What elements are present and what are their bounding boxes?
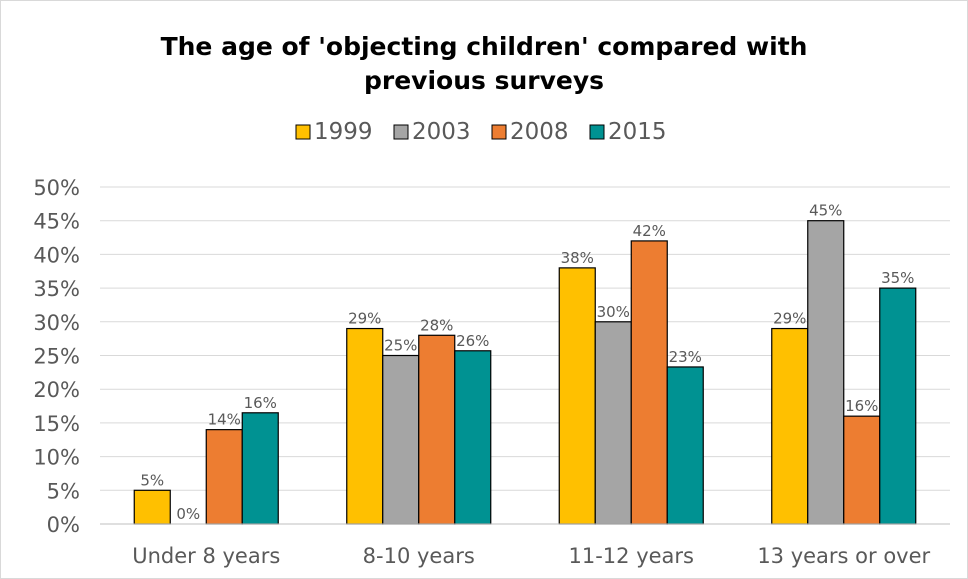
- bar-2008: [630, 240, 668, 525]
- bar-2008: [418, 334, 456, 525]
- bar-2003: [807, 220, 845, 525]
- y-tick-label: 15%: [33, 412, 80, 436]
- bar-2003: [594, 321, 632, 525]
- x-tick-label: 13 years or over: [757, 544, 930, 568]
- y-tick-label: 50%: [33, 176, 80, 200]
- bar-2008: [205, 429, 243, 525]
- y-tick-label: 20%: [33, 378, 80, 402]
- legend-swatch-1999: [295, 124, 311, 140]
- x-tick-label: Under 8 years: [132, 544, 280, 568]
- bar-2015: [879, 287, 917, 525]
- data-label: 16%: [244, 394, 277, 412]
- data-label: 26%: [456, 332, 489, 350]
- y-tick-label: 40%: [33, 243, 80, 267]
- y-tick-label: 5%: [47, 479, 80, 503]
- legend-swatch-2015: [589, 124, 605, 140]
- legend-swatch-2003: [393, 124, 409, 140]
- chart-title-line-1: The age of 'objecting children' compared…: [160, 32, 808, 61]
- data-label: 35%: [881, 269, 914, 287]
- y-tick-label: 35%: [33, 277, 80, 301]
- bar-2003: [382, 354, 420, 525]
- data-label: 29%: [348, 310, 381, 328]
- data-label: 25%: [384, 337, 417, 355]
- bar-1999: [771, 327, 809, 525]
- data-label: 42%: [633, 222, 666, 240]
- data-label: 0%: [176, 505, 200, 523]
- legend-label-2008: 2008: [510, 119, 569, 145]
- data-label: 30%: [597, 303, 630, 321]
- chart-title-line-2: previous surveys: [363, 66, 605, 95]
- data-label: 38%: [561, 249, 594, 267]
- bar-2015: [454, 350, 492, 525]
- bar-2015: [241, 412, 279, 525]
- data-label: 28%: [420, 316, 453, 334]
- chart-title: The age of 'objecting children' compared…: [0, 30, 968, 98]
- data-label: 14%: [208, 411, 241, 429]
- legend-label-1999: 1999: [314, 119, 373, 145]
- y-tick-label: 30%: [33, 311, 80, 335]
- bar-1999: [558, 267, 596, 525]
- legend-swatch-2008: [491, 124, 507, 140]
- bar-1999: [346, 327, 384, 525]
- y-tick-label: 0%: [47, 513, 80, 537]
- y-tick-label: 25%: [33, 345, 80, 369]
- y-tick-label: 45%: [33, 210, 80, 234]
- data-label: 45%: [809, 202, 842, 220]
- data-label: 5%: [140, 471, 164, 489]
- x-tick-label: 11-12 years: [569, 544, 695, 568]
- data-label: 23%: [669, 348, 702, 366]
- bar-2015: [666, 366, 704, 525]
- data-label: 16%: [845, 397, 878, 415]
- y-tick-label: 10%: [33, 446, 80, 470]
- data-label: 29%: [773, 310, 806, 328]
- x-tick-label: 8-10 years: [363, 544, 475, 568]
- bar-1999: [133, 489, 171, 525]
- bar-2008: [843, 415, 881, 525]
- legend-label-2003: 2003: [412, 119, 471, 145]
- legend-label-2015: 2015: [608, 119, 667, 145]
